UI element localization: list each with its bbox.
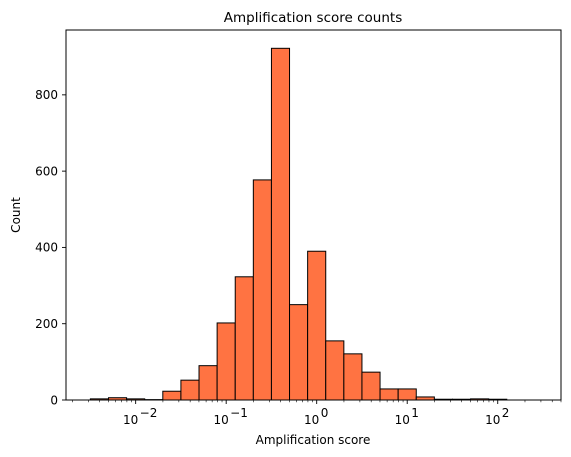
histogram-bar-14: [343, 353, 363, 401]
y-axis-label: Count: [9, 197, 23, 233]
y-tick-label-2: 400: [35, 241, 58, 255]
histogram-bar-12: [307, 250, 327, 401]
histogram-bar-7: [216, 322, 236, 401]
histogram-bars: [89, 47, 508, 401]
x-tick-exponent-4: 2: [502, 406, 510, 420]
histogram-bar-9: [252, 179, 272, 401]
x-tick-label-4: 10: [485, 413, 500, 427]
y-tick-label-4: 800: [35, 88, 58, 102]
x-tick-exponent-3: 1: [411, 406, 419, 420]
x-axis-label: Amplification score: [256, 433, 371, 447]
plot-frame: [65, 29, 562, 401]
histogram-bar-13: [325, 340, 345, 401]
y-tick-label-0: 0: [50, 393, 58, 407]
histogram-bar-10: [270, 47, 291, 401]
x-tick-label-0: 10: [123, 413, 138, 427]
histogram-bar-17: [397, 388, 417, 401]
x-axis-ticks: 10 −2 10 −1 10 0 10 1 10 2: [72, 400, 562, 427]
y-axis-ticks: 0 200 400 600 800: [35, 88, 66, 407]
x-tick-exponent-1: −1: [230, 406, 248, 420]
histogram-bar-6: [198, 365, 218, 401]
histogram-bar-5: [180, 379, 200, 401]
x-tick-label-2: 10: [304, 413, 319, 427]
histogram-bar-15: [361, 371, 381, 401]
histogram-bar-8: [234, 276, 254, 401]
histogram-bar-11: [289, 304, 309, 401]
x-tick-label-3: 10: [395, 413, 410, 427]
x-tick-exponent-0: −2: [140, 406, 158, 420]
x-tick-label-1: 10: [214, 413, 229, 427]
y-tick-label-1: 200: [35, 317, 58, 331]
y-tick-label-3: 600: [35, 164, 58, 178]
histogram-bar-4: [162, 390, 182, 401]
histogram-bar-16: [379, 388, 399, 401]
chart-title: Amplification score counts: [224, 10, 403, 26]
x-tick-exponent-2: 0: [321, 406, 329, 420]
